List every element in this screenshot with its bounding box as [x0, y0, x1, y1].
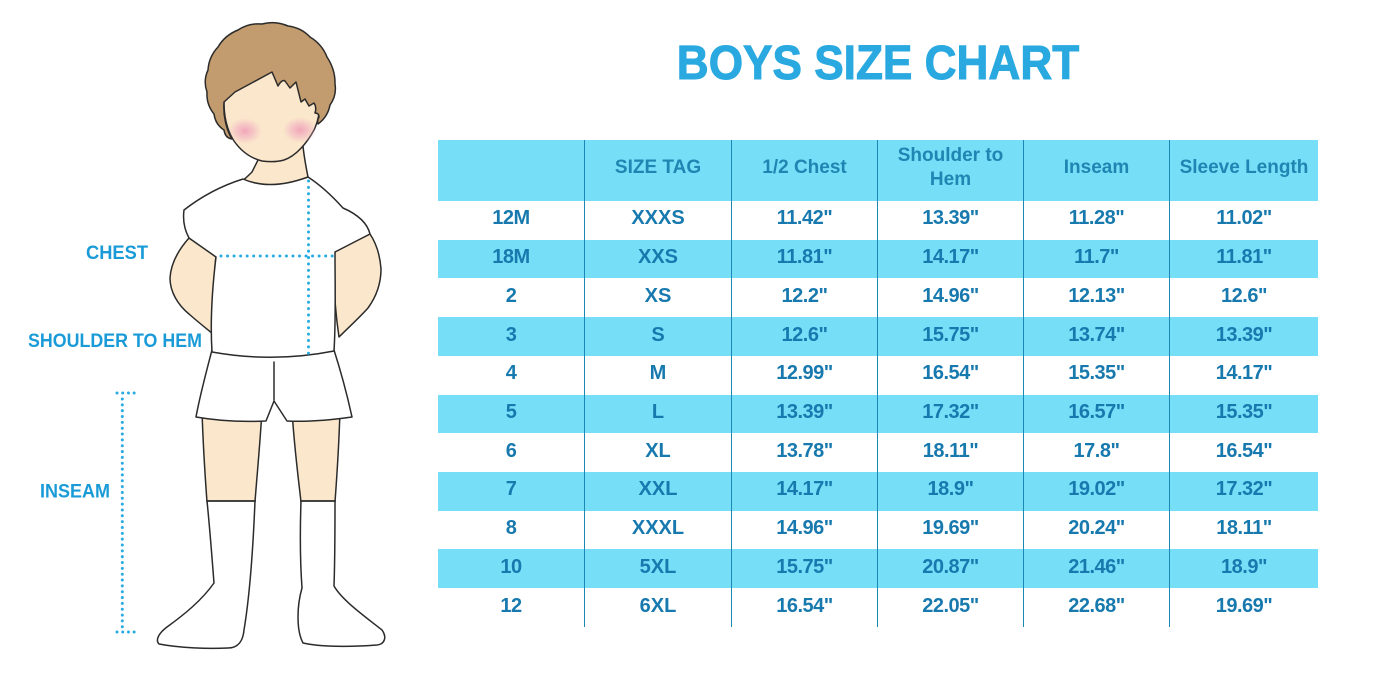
svg-text:SHOULDER TO HEM: SHOULDER TO HEM — [28, 330, 202, 352]
svg-text:CHEST: CHEST — [86, 242, 148, 264]
svg-text:INSEAM: INSEAM — [40, 481, 110, 503]
